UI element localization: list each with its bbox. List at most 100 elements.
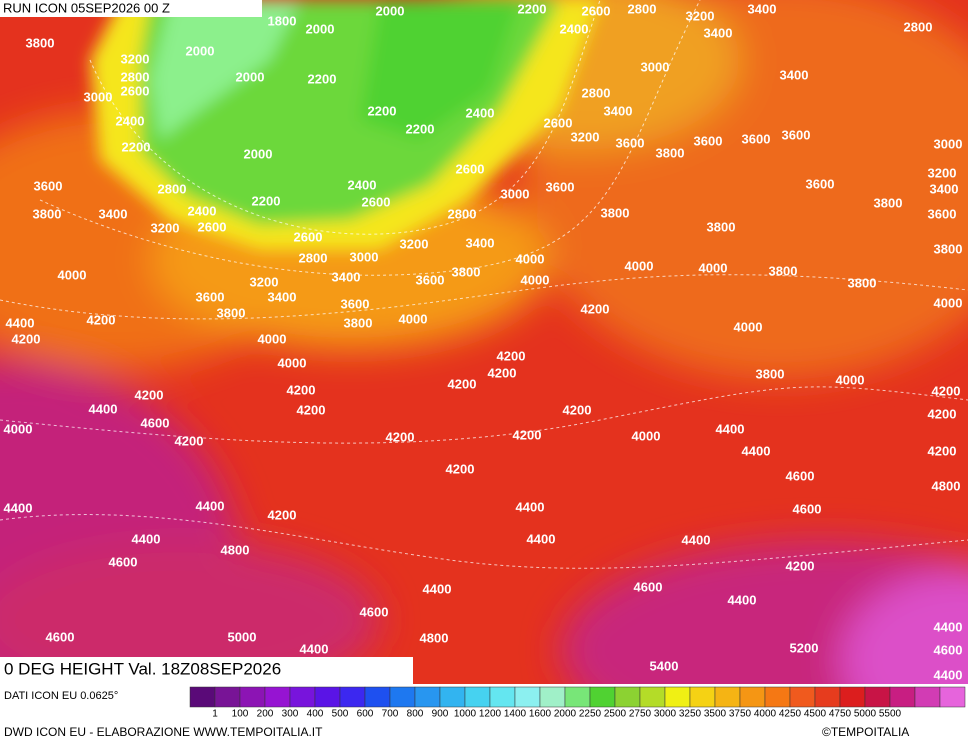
colorbar-label: 1400	[504, 709, 527, 720]
colorbar-label: 5500	[879, 709, 902, 720]
header-title: RUN ICON 05SEP2026 00 Z	[3, 0, 170, 15]
contour-label: 4000	[632, 428, 661, 443]
contour-label: 5400	[650, 658, 679, 673]
contour-label: 2200	[122, 139, 151, 154]
contour-label: 3800	[452, 264, 481, 279]
contour-label: 2800	[582, 85, 611, 100]
contour-label: 2000	[376, 3, 405, 18]
contour-label: 2000	[244, 146, 273, 161]
contour-label: 2600	[294, 229, 323, 244]
contour-label: 4200	[928, 443, 957, 458]
colorbar-cell	[239, 686, 266, 708]
contour-label: 3400	[748, 1, 777, 16]
credit: DWD ICON EU - ELABORAZIONE WWW.TEMPOITAL…	[4, 725, 323, 739]
colorbar-label: 4500	[804, 709, 827, 720]
contour-label: 2000	[186, 43, 215, 58]
contour-label: 4200	[497, 348, 526, 363]
contour-label: 4600	[786, 468, 815, 483]
colorbar: 1 100 200 300 400 500 600 700 800 900 1000 1200 1400…	[189, 686, 966, 720]
contour-label: 4200	[175, 433, 204, 448]
colorbar-label: 1000	[454, 709, 477, 720]
contour-label: 4000	[934, 295, 963, 310]
contour-label: 4400	[132, 531, 161, 546]
colorbar-label: 100	[232, 709, 249, 720]
colorbar-cell	[889, 686, 916, 708]
contour-label: 4000	[734, 319, 763, 334]
contour-label: 3800	[707, 219, 736, 234]
contour-label: 4400	[742, 443, 771, 458]
contour-label: 3000	[641, 59, 670, 74]
contour-label: 4000	[258, 331, 287, 346]
colorbar-cell	[839, 686, 866, 708]
contour-label: 4200	[932, 383, 961, 398]
contour-label: 3200	[928, 165, 957, 180]
contour-label: 2800	[299, 250, 328, 265]
contour-label: 3000	[501, 186, 530, 201]
contour-label: 3200	[121, 51, 150, 66]
contour-label: 4800	[932, 478, 961, 493]
colorbar-label: 1600	[529, 709, 552, 720]
contour-label: 2200	[518, 1, 547, 16]
contour-label: 2200	[406, 121, 435, 136]
contour-label: 4000	[699, 260, 728, 275]
contour-label: 3800	[601, 205, 630, 220]
contour-label: 3800	[756, 366, 785, 381]
contour-label: 4000	[521, 272, 550, 287]
footer-title: 0 DEG HEIGHT Val. 18Z08SEP2026	[4, 659, 281, 678]
colorbar-cell	[314, 686, 341, 708]
contour-label: 2400	[348, 177, 377, 192]
contour-label: 2400	[466, 105, 495, 120]
colorbar-cell	[414, 686, 441, 708]
contour-label: 4400	[89, 401, 118, 416]
contour-label: 4600	[634, 579, 663, 594]
colorbar-label: 4250	[779, 709, 802, 720]
contour-label: 4200	[287, 382, 316, 397]
contour-label: 4200	[12, 331, 41, 346]
contour-label: 4600	[934, 642, 963, 657]
contour-label: 4400	[682, 532, 711, 547]
contour-label: 2600	[456, 161, 485, 176]
contour-label: 4200	[488, 365, 517, 380]
colorbar-cell	[389, 686, 416, 708]
copyright: ©TEMPOITALIA	[822, 725, 909, 739]
contour-label: 1800	[268, 13, 297, 28]
contour-label: 4200	[268, 507, 297, 522]
contour-label: 4200	[135, 387, 164, 402]
contour-label: 4600	[360, 604, 389, 619]
contour-label: 2400	[188, 203, 217, 218]
contour-label: 3000	[934, 136, 963, 151]
contour-label: 3400	[466, 235, 495, 250]
contour-lines	[0, 0, 968, 569]
contour-label: 4200	[446, 461, 475, 476]
colorbar-label: 1	[212, 709, 218, 720]
footer-box	[0, 657, 413, 684]
contour-label: 2200	[252, 193, 281, 208]
contour-label: 4600	[793, 501, 822, 516]
colorbar-label: 3250	[679, 709, 702, 720]
contour-label: 4200	[786, 558, 815, 573]
contour-label: 4000	[58, 267, 87, 282]
contour-label: 4000	[278, 355, 307, 370]
colorbar-cell	[814, 686, 841, 708]
contour-label: 3600	[341, 296, 370, 311]
contour-label: 2200	[368, 103, 397, 118]
contour-label: 3800	[217, 305, 246, 320]
colorbar-label: 400	[307, 709, 324, 720]
contour-label: 4400	[934, 619, 963, 634]
contour-label: 4000	[4, 421, 33, 436]
colorbar-label: 4000	[754, 709, 777, 720]
colorbar-label: 300	[282, 709, 299, 720]
colorbar-cell	[489, 686, 516, 708]
colorbar-label: 2500	[604, 709, 627, 720]
contour-label: 4200	[581, 301, 610, 316]
contour-label: 2200	[308, 71, 337, 86]
colorbar-cell	[214, 686, 241, 708]
contour-label: 2800	[628, 1, 657, 16]
contour-label: 4200	[513, 427, 542, 442]
contour-label: 3200	[151, 220, 180, 235]
contour-label: 3400	[780, 67, 809, 82]
colorbar-cell	[914, 686, 941, 708]
contour-label: 3400	[332, 269, 361, 284]
contour-label: 2600	[121, 83, 150, 98]
